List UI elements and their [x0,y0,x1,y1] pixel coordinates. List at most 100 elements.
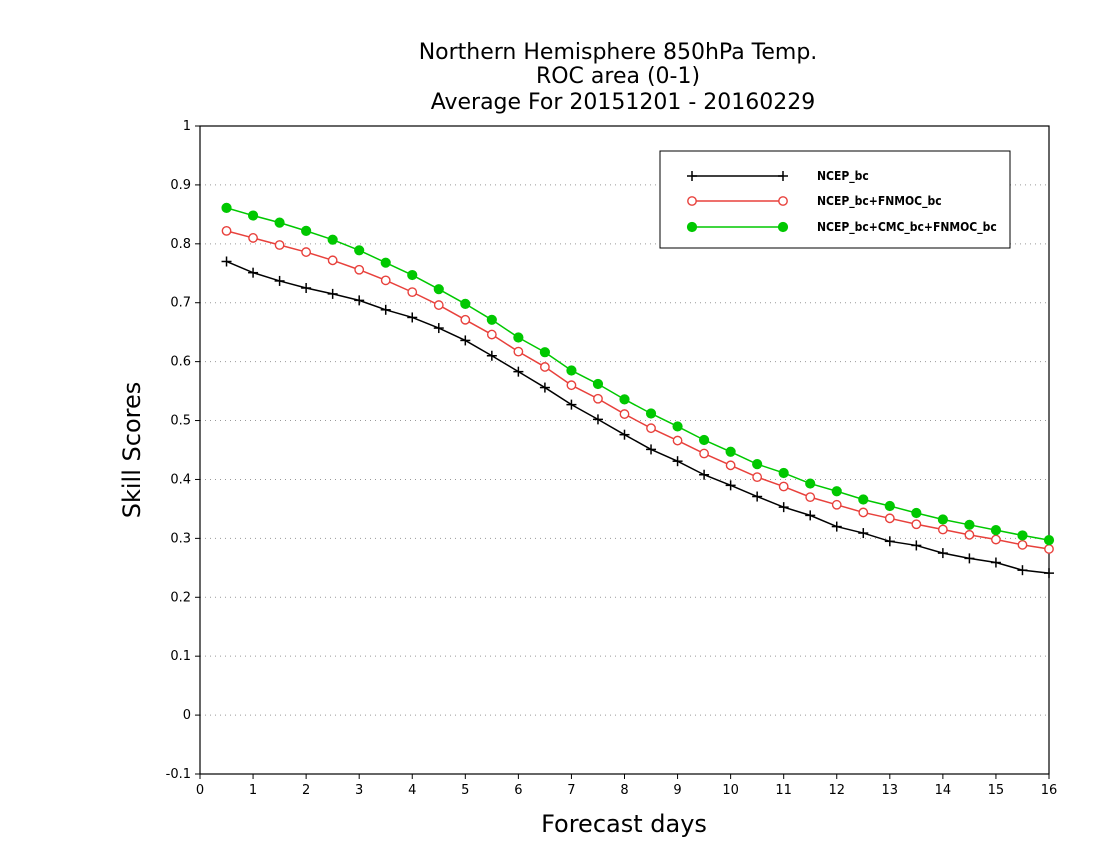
data-point [592,414,603,425]
data-point [274,217,285,228]
x-tick-label: 6 [514,783,522,798]
data-point [407,312,418,323]
x-tick-label: 8 [620,783,628,798]
data-point [725,480,736,491]
legend-marker [777,221,789,233]
data-point [699,469,710,480]
data-point [911,519,922,530]
data-point [805,492,816,503]
data-point [646,444,657,455]
data-point [221,225,232,236]
data-point [513,346,524,357]
chart-title-line-2: ROC area (0-1) [536,64,700,89]
data-point [566,380,577,391]
data-point [486,350,497,361]
data-point [513,332,524,343]
data-point [327,255,338,266]
data-point [566,365,577,376]
data-point [433,323,444,334]
data-point [460,335,471,346]
y-tick-label: 0.4 [170,472,191,487]
data-point [752,459,763,470]
data-point [1017,530,1028,541]
legend-label: NCEP_bc [817,169,869,184]
y-tick-label: 0.7 [170,296,191,311]
data-point [619,394,630,405]
x-tick-label: 3 [355,783,363,798]
data-point [327,234,338,245]
series-2 [221,225,1054,554]
data-point [380,304,391,315]
x-tick-label: 14 [935,783,952,798]
x-tick-label: 12 [828,783,845,798]
data-point [831,486,842,497]
legend-marker [686,221,698,233]
x-tick-label: 10 [722,783,739,798]
x-tick-label: 9 [673,783,681,798]
data-point [884,513,895,524]
data-point [698,434,710,446]
data-point [593,393,603,404]
data-point [778,481,789,492]
data-point [831,499,842,510]
data-point [513,366,524,377]
data-point [1043,535,1055,546]
data-point [645,408,657,419]
data-point [592,378,604,390]
data-point [937,548,948,559]
data-point [486,329,497,340]
data-point [301,283,312,293]
data-point [911,540,922,551]
data-point [1017,539,1028,550]
data-point [991,534,1001,545]
data-point [831,521,842,532]
data-point [460,298,471,310]
data-point [805,478,816,489]
data-point [221,256,232,267]
data-point [221,202,232,213]
x-tick-label: 13 [882,783,899,798]
legend-marker [687,171,697,181]
legend-box [659,150,1011,249]
x-tick-label: 0 [196,783,204,798]
y-tick-label: 0.3 [170,531,191,546]
data-point [725,446,736,457]
data-point [858,494,869,505]
axes: -0.100.10.20.30.40.50.60.70.80.910 1 2 3 4 5 6… [166,119,1058,798]
data-point [407,287,418,298]
data-point [274,275,285,286]
y-tick-label: 0.9 [170,178,191,193]
y-tick-label: 0.8 [170,237,191,252]
data-point [646,423,656,434]
data-point [725,460,736,471]
data-point [778,467,789,479]
data-point [805,510,816,521]
data-point [248,267,259,278]
data-point [301,225,312,236]
series-line-3 [226,207,1050,541]
data-point [858,528,869,539]
data-point [752,472,763,482]
data-point [752,491,763,502]
legend-item-1: NCEP_bc [687,169,869,184]
x-tick-label: 7 [567,783,575,798]
data-point [619,409,630,419]
data-point [964,553,975,564]
data-point [274,240,285,250]
y-tick-label: 0.6 [170,355,191,370]
data-point [460,314,471,325]
legend-marker [778,196,788,206]
x-tick-label: 16 [1041,783,1058,798]
data-point [990,557,1001,568]
data-point [672,456,683,467]
data-point [778,502,789,513]
x-tick-label: 15 [988,783,1005,798]
data-point [672,421,683,432]
series-1 [221,256,1054,579]
legend-label: NCEP_bc+FNMOC_bc [817,194,942,209]
y-tick-label: 0 [183,708,191,723]
data-point [380,257,391,268]
y-tick-label: 0.1 [170,649,191,664]
chart-title: Northern Hemisphere 850hPa Temp. ROC are… [419,40,818,115]
